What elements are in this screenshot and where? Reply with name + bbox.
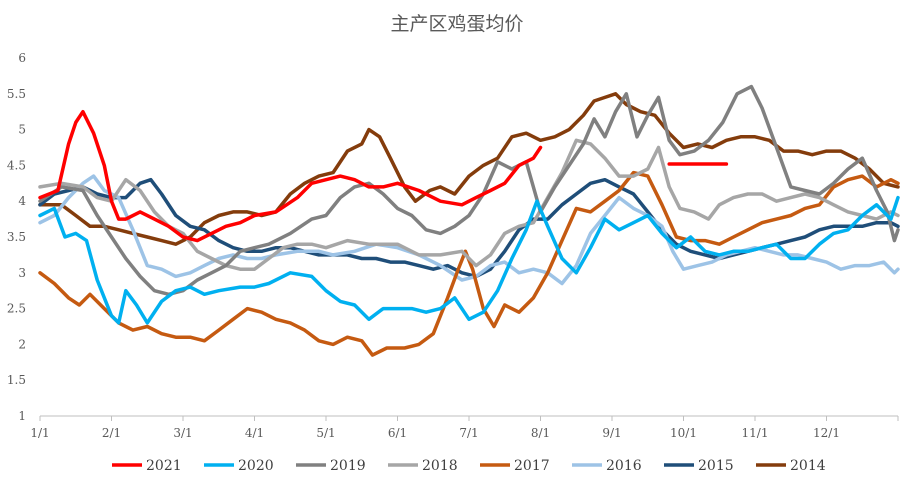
- legend: 2021 2020 2019 2018 2017 2016 2015 2014: [112, 458, 826, 474]
- y-tick-label: 6: [18, 51, 26, 65]
- x-tick-label: 1/1: [30, 426, 49, 440]
- y-tick-label: 3.5: [7, 230, 26, 244]
- y-tick-label: 2.5: [7, 302, 26, 316]
- legend-label: 2019: [330, 458, 366, 474]
- x-tick-label: 7/1: [459, 426, 478, 440]
- x-tick-label: 11/1: [742, 426, 769, 440]
- chart-title: 主产区鸡蛋均价: [390, 13, 523, 35]
- y-tick-label: 5.5: [7, 87, 26, 101]
- y-axis: 1 1.5 2 2.5 3 3.5 4 4.5 5 5.5 6: [7, 51, 26, 423]
- x-tick-label: 9/1: [602, 426, 621, 440]
- series-layer: [38, 84, 900, 357]
- x-tick-label: 2/1: [102, 426, 121, 440]
- legend-label: 2018: [422, 458, 458, 474]
- y-tick-label: 3: [18, 266, 26, 280]
- x-tick-label: 4/1: [245, 426, 264, 440]
- x-axis: 1/1 2/1 3/1 4/1 5/1 6/1 7/1 8/1 9/1 10/1 11/1 12/1: [30, 415, 899, 440]
- series-line-2016: [38, 174, 900, 286]
- legend-label: 2020: [238, 458, 274, 474]
- x-tick-label: 8/1: [531, 426, 550, 440]
- x-tick-label: 5/1: [316, 426, 335, 440]
- x-tick-label: 10/1: [670, 426, 697, 440]
- y-tick-label: 5: [18, 123, 26, 137]
- y-tick-label: 4.5: [7, 158, 26, 172]
- series-line-2018: [38, 138, 900, 271]
- legend-label: 2014: [790, 458, 826, 474]
- x-tick-label: 12/1: [813, 426, 840, 440]
- x-tick-label: 6/1: [388, 426, 407, 440]
- legend-label: 2017: [514, 458, 550, 474]
- y-tick-label: 4: [18, 194, 26, 208]
- series-line-2021: [38, 109, 543, 243]
- legend-label: 2016: [606, 458, 642, 474]
- series-line-2020: [38, 195, 900, 325]
- y-tick-label: 2: [18, 337, 26, 351]
- series-line-2014: [38, 92, 900, 246]
- legend-label: 2021: [146, 458, 182, 474]
- x-tick-label: 3/1: [173, 426, 192, 440]
- legend-label: 2015: [698, 458, 734, 474]
- series-line-2019: [38, 84, 900, 297]
- y-tick-label: 1.5: [7, 373, 26, 387]
- y-tick-label: 1: [18, 409, 26, 423]
